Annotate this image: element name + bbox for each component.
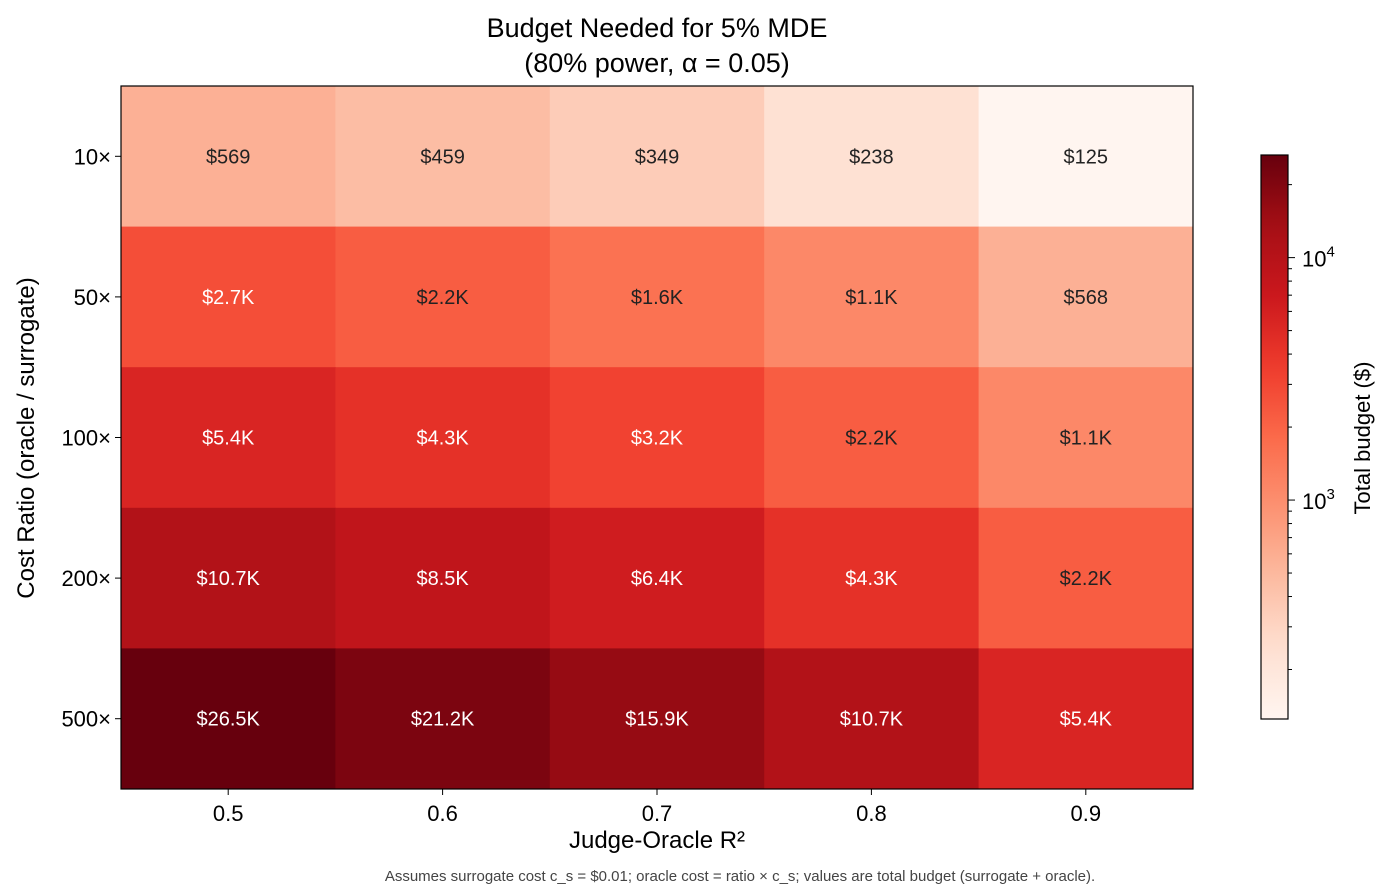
cell-label: $459 xyxy=(420,146,465,168)
cell-label: $1.1K xyxy=(1060,428,1113,450)
cell-label: $125 xyxy=(1064,146,1109,168)
heatmap-cell xyxy=(978,507,1194,649)
heatmap-cell xyxy=(549,86,765,228)
y-axis: 10× 50× 100× 200× 500× xyxy=(61,144,121,732)
y-tick-label: 50× xyxy=(74,285,111,310)
colorbar-tick-exponent: 4 xyxy=(1326,244,1334,261)
heatmap-cell xyxy=(978,367,1194,509)
heatmap-cell xyxy=(549,648,765,790)
colorbar-ticks: 103 104 xyxy=(1288,184,1335,671)
heatmap-cell xyxy=(335,507,551,649)
heatmap-cell xyxy=(764,367,980,509)
y-axis-label: Cost Ratio (oracle / surrogate) xyxy=(13,277,40,598)
x-axis-label: Judge-Oracle R² xyxy=(569,827,745,854)
cell-label: $8.5K xyxy=(416,568,469,590)
heatmap-cell xyxy=(978,226,1194,368)
heatmap-cell xyxy=(335,367,551,509)
x-tick-label: 0.6 xyxy=(427,801,458,826)
cell-label: $2.2K xyxy=(845,428,898,450)
heatmap-cell xyxy=(764,648,980,790)
heatmap-cell xyxy=(335,648,551,790)
heatmap-cell xyxy=(121,507,336,649)
chart-title-line1: Budget Needed for 5% MDE xyxy=(487,13,828,43)
cell-label: $2.2K xyxy=(1060,568,1113,590)
cell-label: $10.7K xyxy=(197,568,261,590)
heatmap-cell xyxy=(764,507,980,649)
cell-label: $568 xyxy=(1064,287,1109,309)
cell-label: $6.4K xyxy=(631,568,684,590)
colorbar-tick-label: 103 xyxy=(1302,486,1335,514)
y-tick-label: 500× xyxy=(61,707,111,732)
heatmap-cell xyxy=(335,226,551,368)
heatmap-cell xyxy=(549,367,765,509)
heatmap-cell xyxy=(549,507,765,649)
colorbar-tick-exponent: 3 xyxy=(1326,486,1334,503)
y-tick-label: 100× xyxy=(61,426,111,451)
y-tick-label: 10× xyxy=(74,144,111,169)
footnote: Assumes surrogate cost c_s = $0.01; orac… xyxy=(385,868,1095,885)
heatmap-cell xyxy=(549,226,765,368)
heatmap-cell xyxy=(335,86,551,228)
cell-label: $1.6K xyxy=(631,287,684,309)
cell-label: $4.3K xyxy=(416,428,469,450)
x-tick-label: 0.8 xyxy=(856,801,887,826)
x-tick-label: 0.9 xyxy=(1071,801,1102,826)
heatmap-cell xyxy=(121,226,336,368)
heatmap-cell xyxy=(764,86,980,228)
heatmap-cell xyxy=(764,226,980,368)
heatmap-cell xyxy=(121,648,336,790)
cell-label: $1.1K xyxy=(845,287,898,309)
colorbar-label: Total budget ($) xyxy=(1350,362,1375,515)
cell-label: $5.4K xyxy=(202,428,255,450)
heatmap-cell xyxy=(978,86,1194,228)
cell-label: $21.2K xyxy=(411,709,475,731)
cell-label: $26.5K xyxy=(197,709,261,731)
cell-label: $10.7K xyxy=(840,709,904,731)
heatmap-cell xyxy=(121,86,336,228)
colorbar xyxy=(1260,154,1289,720)
heatmap-cell xyxy=(121,367,336,509)
heatmap-cell xyxy=(978,648,1194,790)
colorbar-tick-label: 104 xyxy=(1302,244,1335,272)
cell-label: $2.7K xyxy=(202,287,255,309)
cell-label: $4.3K xyxy=(845,568,898,590)
heatmap-cells: $569 $459 $349 $238 $125 $2.7K $2.2K $1.6K $1.1K… xyxy=(121,86,1194,790)
cell-label: $569 xyxy=(206,146,251,168)
cell-label: $5.4K xyxy=(1060,709,1113,731)
x-axis: 0.5 0.6 0.7 0.8 0.9 xyxy=(213,789,1101,826)
x-tick-label: 0.5 xyxy=(213,801,244,826)
y-tick-label: 200× xyxy=(61,566,111,591)
cell-label: $15.9K xyxy=(625,709,689,731)
cell-label: $238 xyxy=(849,146,894,168)
cell-label: $349 xyxy=(635,146,680,168)
chart-title-line2: (80% power, α = 0.05) xyxy=(524,48,790,78)
cell-label: $3.2K xyxy=(631,428,684,450)
x-tick-label: 0.7 xyxy=(642,801,673,826)
cell-label: $2.2K xyxy=(416,287,469,309)
